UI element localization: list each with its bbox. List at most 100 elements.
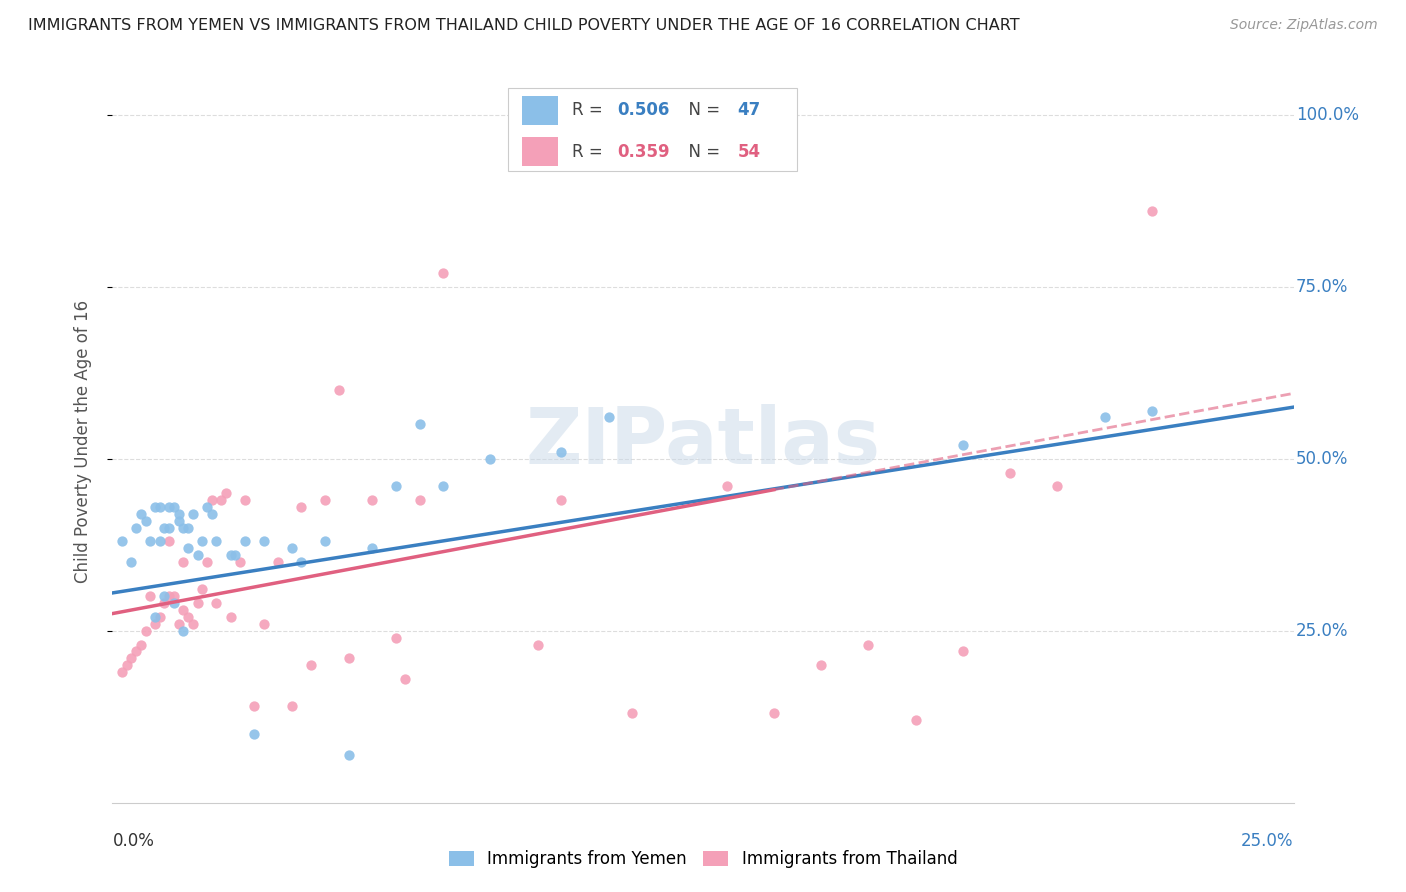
Point <box>153 590 176 604</box>
Text: 25.0%: 25.0% <box>1296 622 1348 640</box>
Point <box>810 658 832 673</box>
Point <box>904 713 927 727</box>
Point <box>139 534 162 549</box>
Point <box>281 699 304 714</box>
Point <box>762 706 785 721</box>
Point <box>125 520 148 534</box>
Point <box>181 616 204 631</box>
Point <box>479 451 502 466</box>
Point <box>361 541 384 556</box>
Point <box>621 706 644 721</box>
Text: N =: N = <box>678 102 725 120</box>
Point <box>233 534 256 549</box>
Text: IMMIGRANTS FROM YEMEN VS IMMIGRANTS FROM THAILAND CHILD POVERTY UNDER THE AGE OF: IMMIGRANTS FROM YEMEN VS IMMIGRANTS FROM… <box>28 18 1019 33</box>
Point <box>337 747 360 762</box>
Point <box>167 514 190 528</box>
Point <box>1140 403 1163 417</box>
Point <box>205 596 228 610</box>
Text: 54: 54 <box>737 143 761 161</box>
Text: ZIPatlas: ZIPatlas <box>526 403 880 480</box>
Point <box>191 582 214 597</box>
Point <box>186 596 208 610</box>
Y-axis label: Child Poverty Under the Age of 16: Child Poverty Under the Age of 16 <box>73 300 91 583</box>
Point <box>177 541 200 556</box>
Point <box>550 445 572 459</box>
Point <box>111 665 134 679</box>
Point <box>120 555 142 569</box>
Text: 47: 47 <box>737 102 761 120</box>
Point <box>233 493 256 508</box>
Legend: Immigrants from Yemen, Immigrants from Thailand: Immigrants from Yemen, Immigrants from T… <box>441 844 965 875</box>
Point <box>149 500 172 514</box>
Text: N =: N = <box>678 143 725 161</box>
Point <box>111 534 134 549</box>
Point <box>408 417 430 432</box>
Point <box>314 493 336 508</box>
Point <box>195 500 218 514</box>
Text: 0.359: 0.359 <box>617 143 669 161</box>
Text: 50.0%: 50.0% <box>1296 450 1348 467</box>
Point <box>224 548 246 562</box>
Point <box>157 520 180 534</box>
Point <box>209 493 232 508</box>
Point <box>167 507 190 521</box>
Point <box>172 555 194 569</box>
Point <box>526 638 548 652</box>
Point <box>172 603 194 617</box>
Point <box>177 610 200 624</box>
Point <box>998 466 1021 480</box>
Point <box>432 479 454 493</box>
Point <box>195 555 218 569</box>
Point <box>253 616 276 631</box>
Point <box>299 658 322 673</box>
Point <box>157 590 180 604</box>
Point <box>172 624 194 638</box>
Point <box>167 616 190 631</box>
Point <box>186 548 208 562</box>
Point <box>125 644 148 658</box>
Point <box>1094 410 1116 425</box>
Text: R =: R = <box>572 102 607 120</box>
Point <box>858 638 880 652</box>
Text: 25.0%: 25.0% <box>1241 831 1294 850</box>
Point <box>177 520 200 534</box>
Text: 100.0%: 100.0% <box>1296 105 1358 124</box>
Point <box>143 500 166 514</box>
Point <box>314 534 336 549</box>
Point <box>290 555 312 569</box>
Point <box>229 555 252 569</box>
Point <box>153 596 176 610</box>
Point <box>135 624 157 638</box>
Point <box>281 541 304 556</box>
Point <box>153 520 176 534</box>
FancyBboxPatch shape <box>522 137 558 166</box>
Point <box>115 658 138 673</box>
Point <box>149 534 172 549</box>
Point <box>157 500 180 514</box>
Point <box>361 493 384 508</box>
Point <box>290 500 312 514</box>
FancyBboxPatch shape <box>508 87 797 170</box>
Point <box>129 507 152 521</box>
Point <box>328 383 350 397</box>
Point <box>716 479 738 493</box>
Point <box>129 638 152 652</box>
Point <box>163 590 186 604</box>
Point <box>149 610 172 624</box>
Point <box>157 534 180 549</box>
Point <box>243 727 266 741</box>
Point <box>219 610 242 624</box>
Point <box>120 651 142 665</box>
Text: Source: ZipAtlas.com: Source: ZipAtlas.com <box>1230 18 1378 32</box>
Point <box>267 555 290 569</box>
Point <box>1140 204 1163 219</box>
Text: R =: R = <box>572 143 607 161</box>
Point <box>952 644 974 658</box>
Point <box>135 514 157 528</box>
Text: 0.0%: 0.0% <box>112 831 155 850</box>
Point <box>394 672 416 686</box>
Point <box>432 266 454 280</box>
Point <box>163 500 186 514</box>
Point <box>172 520 194 534</box>
Point <box>201 507 224 521</box>
